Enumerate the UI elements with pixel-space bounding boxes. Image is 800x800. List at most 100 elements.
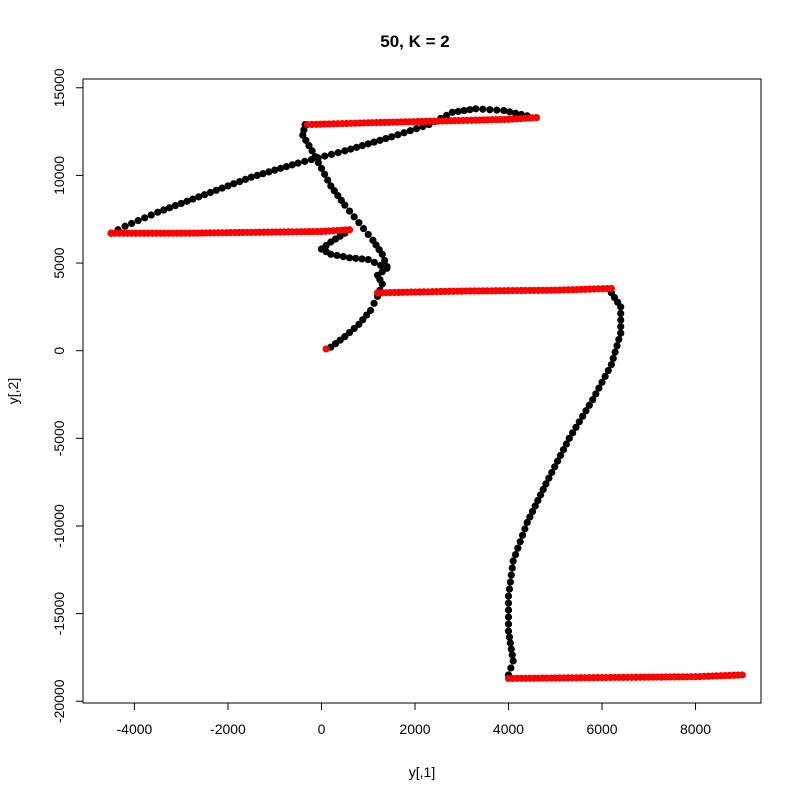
point-black — [556, 451, 565, 460]
point-black — [314, 154, 322, 162]
point-black — [376, 136, 384, 144]
point-black — [364, 140, 372, 148]
point-black — [534, 496, 542, 505]
point-black — [511, 109, 520, 117]
point-black — [321, 152, 329, 160]
point-black — [506, 578, 514, 586]
point-black — [320, 170, 329, 178]
point-black — [617, 316, 625, 324]
point-black — [339, 253, 347, 261]
point-black — [505, 633, 514, 641]
point-black — [609, 354, 617, 362]
point-black — [400, 129, 408, 137]
point-black — [585, 401, 593, 409]
point-black — [536, 491, 545, 499]
point-black — [206, 188, 215, 197]
chart-title: 50, K = 2 — [380, 32, 449, 51]
point-black — [504, 620, 513, 628]
point-black — [305, 142, 313, 150]
point-black — [355, 219, 363, 227]
point-black — [607, 361, 615, 369]
point-black — [224, 182, 232, 190]
point-black — [253, 171, 261, 179]
point-black — [165, 204, 174, 212]
point-black — [412, 125, 421, 133]
point-black — [382, 135, 390, 143]
point-black — [265, 168, 273, 176]
point-black — [500, 106, 508, 115]
x-tick-label: 0 — [318, 721, 326, 737]
point-black — [617, 329, 625, 337]
point-black — [562, 440, 570, 448]
point-black — [559, 446, 568, 454]
point-black — [506, 108, 514, 116]
point-red — [322, 345, 330, 353]
point-black — [370, 299, 378, 307]
point-black — [472, 105, 480, 113]
point-black — [394, 131, 402, 139]
x-tick-label: -4000 — [117, 721, 153, 737]
point-black — [317, 164, 326, 172]
point-black — [364, 230, 372, 239]
point-black — [506, 639, 514, 647]
point-black — [358, 255, 366, 263]
point-black — [518, 531, 527, 539]
plot-frame — [82, 78, 762, 704]
point-black — [572, 423, 580, 431]
y-tick-label: -15000 — [51, 592, 67, 636]
point-black — [358, 142, 366, 150]
point-black — [615, 335, 623, 344]
point-black — [539, 485, 547, 494]
point-black — [507, 664, 515, 672]
point-black — [147, 211, 155, 219]
point-black — [345, 254, 354, 262]
point-black — [195, 193, 203, 201]
point-black — [236, 177, 244, 186]
point-black — [352, 254, 360, 262]
point-black — [302, 136, 310, 144]
point-black — [359, 224, 368, 233]
point-black — [308, 147, 316, 155]
point-black — [276, 164, 285, 172]
point-black — [551, 463, 559, 471]
point-black — [504, 613, 513, 621]
point-black — [366, 306, 375, 314]
point-black — [601, 372, 609, 380]
data-points — [107, 105, 746, 683]
point-black — [406, 127, 414, 135]
point-black — [531, 502, 539, 510]
y-tick-label: -20000 — [51, 679, 67, 723]
point-black — [121, 222, 129, 230]
point-black — [460, 106, 468, 115]
point-black — [509, 557, 517, 565]
x-tick-label: 4000 — [493, 721, 524, 737]
point-black — [177, 199, 185, 208]
point-black — [508, 564, 516, 572]
point-black — [595, 384, 603, 392]
point-black — [569, 429, 577, 437]
point-black — [347, 145, 355, 153]
point-black — [327, 150, 336, 158]
y-tick-label: 0 — [51, 347, 67, 355]
point-black — [505, 585, 514, 593]
point-black — [301, 157, 309, 165]
point-black — [364, 255, 372, 264]
x-tick-label: 8000 — [680, 721, 711, 737]
point-black — [383, 262, 391, 271]
y-tick-label: 5000 — [51, 247, 67, 278]
point-black — [160, 206, 168, 214]
point-black — [282, 163, 290, 171]
point-black — [454, 107, 462, 116]
point-black — [388, 133, 396, 141]
point-black — [171, 202, 179, 210]
point-black — [212, 186, 220, 194]
x-axis-label: y[,1] — [409, 764, 435, 780]
point-black — [598, 378, 606, 386]
point-black — [370, 258, 379, 267]
x-tick-label: 6000 — [586, 721, 617, 737]
point-black — [154, 208, 162, 216]
point-black — [504, 599, 513, 607]
point-black — [592, 390, 600, 398]
y-tick-label: 10000 — [51, 156, 67, 195]
